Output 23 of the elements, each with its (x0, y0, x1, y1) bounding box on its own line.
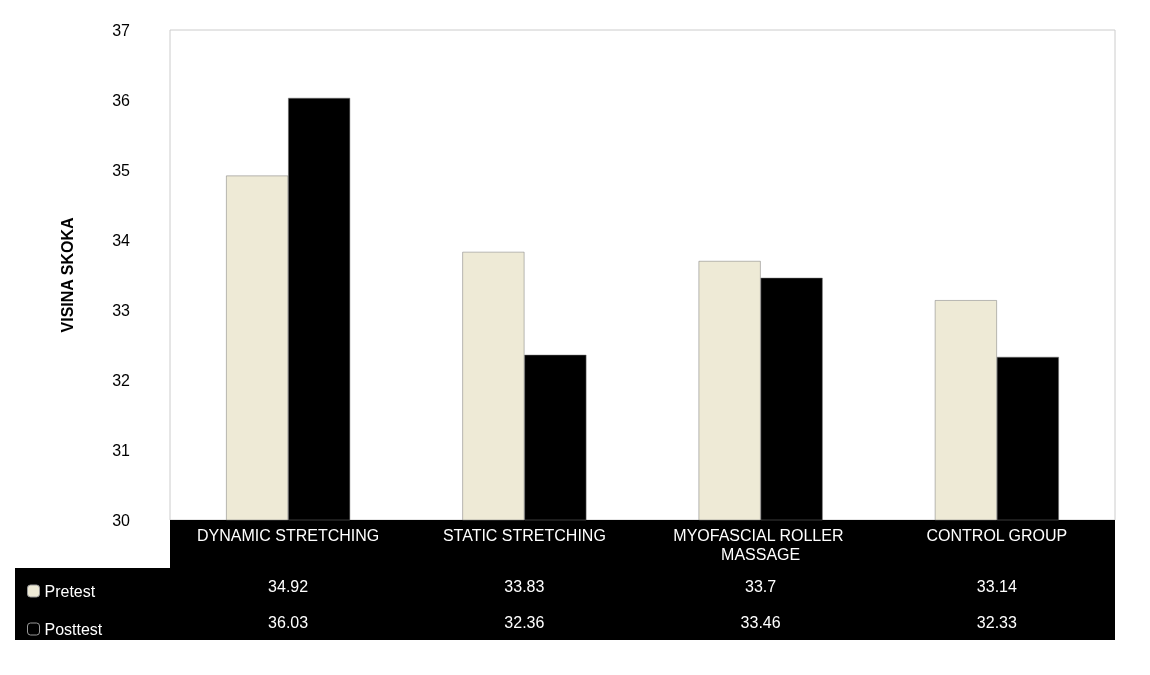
data-label: 33.14 (976, 577, 1017, 595)
data-label: 32.33 (976, 613, 1017, 631)
x-tick-label: MYOFASCIAL ROLLER MASSAGE (673, 527, 848, 563)
y-tick-label: 33 (112, 301, 131, 319)
data-label: 36.03 (268, 613, 309, 631)
y-tick-label: 30 (112, 511, 131, 529)
y-tick-label: 31 (112, 441, 131, 459)
y-axis-title: VISINA SKOKA (58, 217, 76, 333)
y-tick-label: 36 (112, 91, 131, 109)
x-tick-label: CONTROL GROUP (926, 527, 1068, 544)
data-label: 33.46 (740, 613, 781, 631)
legend-label: Posttest (44, 620, 103, 638)
y-tick-label: 32 (112, 371, 131, 389)
data-label: 33.83 (504, 577, 545, 595)
x-tick-label: DYNAMIC STRETCHING (197, 527, 380, 544)
x-tick-label: STATIC STRETCHING (442, 527, 606, 544)
data-label: 32.36 (504, 613, 545, 631)
data-label: 34.92 (268, 577, 309, 595)
data-label: 33.7 (745, 577, 777, 595)
y-tick-label: 34 (112, 231, 131, 249)
y-tick-label: 37 (112, 21, 131, 39)
y-tick-label: 35 (112, 161, 131, 179)
legend-label: Pretest (44, 582, 96, 600)
